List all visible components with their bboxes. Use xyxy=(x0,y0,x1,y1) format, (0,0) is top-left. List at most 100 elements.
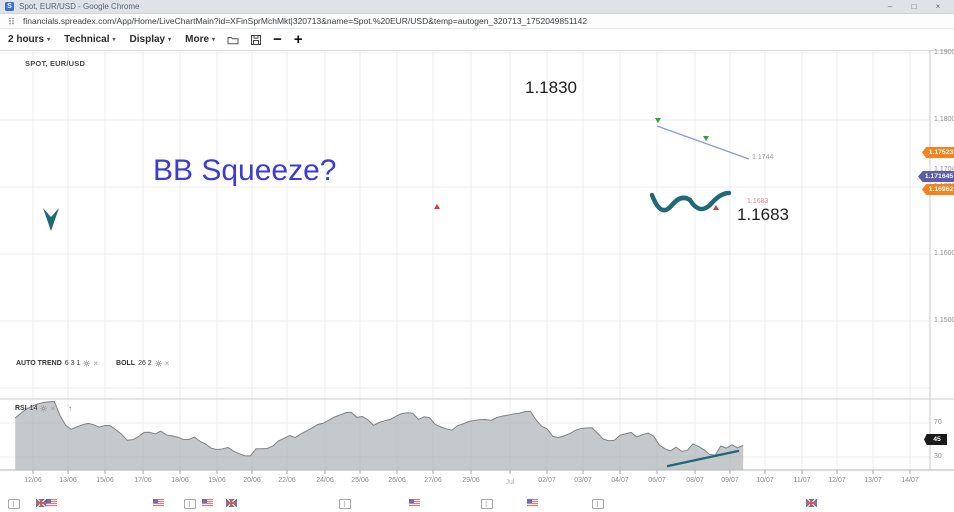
us-flag-icon xyxy=(527,499,538,507)
date-tick-label: 12/06 xyxy=(24,477,42,484)
boll-legend: BOLL 26 2 × xyxy=(116,359,170,368)
date-tick-label: 13/07 xyxy=(864,477,882,484)
app-mode-icon xyxy=(9,17,14,25)
date-tick-label: 15/06 xyxy=(96,477,114,484)
date-tick-label: 20/06 xyxy=(243,477,261,484)
event-marker[interactable] xyxy=(339,499,351,509)
us-flag-icon xyxy=(46,499,57,507)
zoom-out-button[interactable]: − xyxy=(273,30,282,48)
price-axis-label: 1.16000 xyxy=(934,250,954,257)
folder-icon xyxy=(227,36,239,44)
date-tick-label: 29/06 xyxy=(462,477,480,484)
event-marker[interactable] xyxy=(592,499,604,509)
bb-squeeze-annotation[interactable]: BB Squeeze? xyxy=(153,154,337,187)
event-marker[interactable] xyxy=(226,499,237,507)
support-annotation[interactable]: 1.1683 xyxy=(737,205,789,224)
window-titlebar: S Spot, EUR/USD - Google Chrome – □ × xyxy=(0,0,954,14)
event-marker[interactable] xyxy=(527,499,538,507)
date-tick-label: 12/07 xyxy=(828,477,846,484)
down-trendline[interactable] xyxy=(656,125,750,160)
calendar-icon xyxy=(184,499,196,509)
event-marker[interactable] xyxy=(46,499,57,507)
pane-expand-icon[interactable]: ↑ xyxy=(68,404,73,413)
uk-flag-icon xyxy=(226,499,237,507)
calendar-icon xyxy=(592,499,604,509)
price-badge: 1.171645 xyxy=(918,171,954,182)
display-dropdown[interactable]: Display ▾ xyxy=(130,34,172,45)
rsi-name: RSI xyxy=(15,405,27,412)
price-badge: 1.16962 xyxy=(922,184,954,195)
site-favicon: S xyxy=(5,2,14,11)
auto-trend-params: 6 3 1 xyxy=(64,360,81,367)
event-marker[interactable] xyxy=(409,499,420,507)
rsi-legend-row: RSI 14 × ↑ xyxy=(15,404,86,413)
swing-high-annotation[interactable]: 1.1830 xyxy=(525,78,577,97)
us-flag-icon xyxy=(153,499,164,507)
settings-gear-icon[interactable] xyxy=(154,360,162,367)
timeframe-dropdown[interactable]: 2 hours ▾ xyxy=(8,34,50,45)
rsi-value-badge: 45 xyxy=(924,434,947,445)
rsi-indicator xyxy=(15,400,744,470)
date-tick-label: 03/07 xyxy=(574,477,592,484)
event-marker[interactable] xyxy=(481,499,493,509)
date-tick-label: 25/06 xyxy=(351,477,369,484)
price-axis-label: 1.15000 xyxy=(934,317,954,324)
remove-indicator-icon[interactable]: × xyxy=(164,359,170,368)
date-tick-label: 02/07 xyxy=(538,477,556,484)
timeframe-label: 2 hours xyxy=(8,34,45,45)
date-tick-label: 27/06 xyxy=(424,477,442,484)
boll-params: 26 2 xyxy=(138,360,152,367)
more-label: More xyxy=(185,34,210,45)
pane-frame xyxy=(0,50,954,474)
auto-trend-name: AUTO TREND xyxy=(16,360,62,367)
more-dropdown[interactable]: More ▾ xyxy=(185,34,215,45)
price-axis-label: 1.19000 xyxy=(934,49,954,56)
window-controls: – □ × xyxy=(878,1,950,13)
maximize-button[interactable]: □ xyxy=(911,1,917,11)
minimize-button[interactable]: – xyxy=(887,1,893,11)
date-tick-label: 19/06 xyxy=(208,477,226,484)
trendline-price-label: 1.1744 xyxy=(752,154,774,161)
settings-gear-icon[interactable] xyxy=(40,405,48,412)
symbol-label: SPOT, EUR/USD xyxy=(25,59,86,68)
remove-indicator-icon[interactable]: × xyxy=(50,404,56,413)
window-title: Spot, EUR/USD - Google Chrome xyxy=(19,2,140,11)
event-marker[interactable] xyxy=(806,499,817,507)
hand-drawn-annotations[interactable] xyxy=(43,190,732,231)
event-marker[interactable] xyxy=(153,499,164,507)
chart-canvas[interactable] xyxy=(0,50,954,512)
date-tick-label: 26/06 xyxy=(388,477,406,484)
plus-icon: + xyxy=(293,30,303,48)
auto-trend-legend: AUTO TREND 6 3 1 × xyxy=(16,359,99,368)
event-marker[interactable] xyxy=(8,499,20,509)
settings-gear-icon[interactable] xyxy=(83,360,91,367)
calendar-icon xyxy=(481,499,493,509)
close-button[interactable]: × xyxy=(935,1,941,11)
zoom-in-button[interactable]: + xyxy=(293,30,303,48)
boll-name: BOLL xyxy=(116,360,136,367)
remove-indicator-icon[interactable]: × xyxy=(93,359,99,368)
rsi-legend: RSI 14 × ↑ xyxy=(15,404,72,413)
display-label: Display xyxy=(129,34,166,45)
event-marker[interactable] xyxy=(184,499,196,509)
url-text[interactable]: financials.spreadex.com/App/Home/LiveCha… xyxy=(23,16,588,26)
w-pattern-drawing xyxy=(649,190,732,213)
technical-dropdown[interactable]: Technical ▾ xyxy=(64,34,115,45)
rsi-axis-label: 30 xyxy=(934,453,942,460)
support-line-price-label: 1.1683 xyxy=(747,198,769,205)
event-marker[interactable] xyxy=(202,499,213,507)
date-tick-label: 14/07 xyxy=(901,477,919,484)
save-icon xyxy=(251,34,262,45)
open-chart-button[interactable] xyxy=(227,35,239,45)
us-flag-icon xyxy=(202,499,213,507)
save-chart-button[interactable] xyxy=(251,34,262,45)
event-marker[interactable] xyxy=(36,499,47,507)
rsi-trendline-drawing[interactable] xyxy=(666,449,740,468)
url-bar[interactable]: financials.spreadex.com/App/Home/LiveCha… xyxy=(0,14,954,29)
minus-icon: − xyxy=(273,30,282,48)
chevron-down-icon: ▾ xyxy=(168,37,172,43)
date-tick-label: 04/07 xyxy=(611,477,629,484)
technical-label: Technical xyxy=(64,34,110,45)
us-flag-icon xyxy=(409,499,420,507)
